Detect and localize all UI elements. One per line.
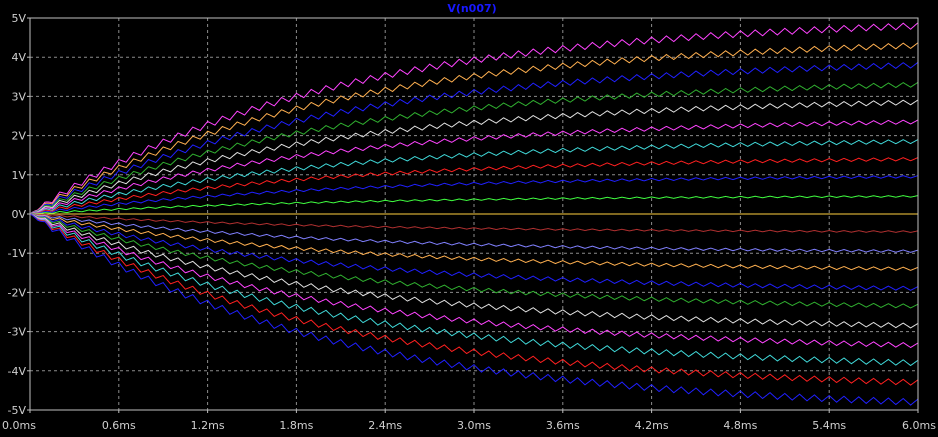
trace-line[interactable] (29, 213, 919, 386)
y-tick-label: -5V (8, 404, 27, 417)
x-tick-label: 0.6ms (102, 419, 136, 432)
trace-line[interactable] (29, 213, 919, 329)
trace-line[interactable] (29, 195, 919, 215)
x-tick-label: 4.2ms (635, 419, 669, 432)
x-tick-label: 6.0ms (902, 419, 936, 432)
trace-line[interactable] (29, 213, 919, 367)
trace-line[interactable] (29, 213, 919, 309)
x-tick-label: 1.2ms (191, 419, 225, 432)
chart-title[interactable]: V(n007) (447, 2, 496, 15)
x-tick-label: 2.4ms (368, 419, 402, 432)
y-tick-label: -3V (8, 326, 27, 339)
y-tick-label: 4V (11, 51, 26, 64)
trace-line[interactable] (29, 213, 919, 349)
x-tick-label: 0.0ms (2, 419, 36, 432)
y-tick-label: -2V (8, 286, 27, 299)
y-tick-label: 2V (11, 130, 26, 143)
x-tick-label: 4.8ms (723, 419, 757, 432)
trace-line[interactable] (29, 22, 919, 215)
y-tick-label: -4V (8, 365, 27, 378)
trace-line[interactable] (29, 213, 919, 406)
y-tick-label: 1V (11, 169, 26, 182)
trace-line[interactable] (29, 213, 919, 233)
trace-line[interactable] (29, 213, 919, 291)
trace-line[interactable] (29, 139, 919, 215)
trace-line[interactable] (29, 61, 919, 215)
trace-line[interactable] (29, 81, 919, 215)
trace-group[interactable] (29, 22, 919, 406)
trace-line[interactable] (29, 175, 919, 215)
y-axis-ticks: 5V 4V 3V 2V 1V 0V -1V -2V -3V -4V -5V (8, 12, 30, 417)
trace-line[interactable] (29, 42, 919, 215)
x-tick-label: 3.6ms (546, 419, 580, 432)
trace-line[interactable] (29, 213, 919, 253)
x-axis-ticks: 0.0ms 0.6ms 1.2ms 1.8ms 2.4ms 3.0ms 3.6ms 4.2ms… (2, 410, 936, 432)
x-tick-label: 3.0ms (457, 419, 491, 432)
y-tick-label: 0V (11, 208, 26, 221)
trace-line[interactable] (29, 99, 919, 215)
x-tick-label: 5.4ms (812, 419, 846, 432)
trace-line[interactable] (29, 213, 919, 271)
trace-line[interactable] (29, 119, 919, 215)
trace-line[interactable] (29, 157, 919, 215)
y-tick-label: -1V (8, 247, 27, 260)
x-tick-label: 1.8ms (279, 419, 313, 432)
y-tick-label: 5V (11, 12, 26, 25)
y-tick-label: 3V (11, 90, 26, 103)
